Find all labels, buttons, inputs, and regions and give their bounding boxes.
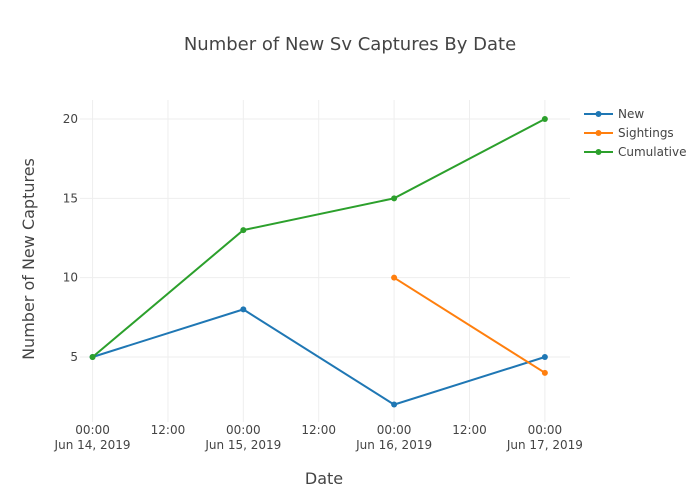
x-tick-date-label: Jun 14, 2019 xyxy=(54,438,131,452)
chart-title: Number of New Sv Captures By Date xyxy=(184,34,516,55)
x-tick-label: 00:00 xyxy=(75,423,110,437)
data-point[interactable] xyxy=(391,401,398,408)
y-tick-label: 20 xyxy=(63,112,78,126)
data-point[interactable] xyxy=(240,227,247,234)
legend-item-new[interactable]: New xyxy=(584,107,644,121)
series-line xyxy=(91,118,546,358)
x-tick-label: 12:00 xyxy=(452,423,487,437)
x-tick-date-label: Jun 16, 2019 xyxy=(355,438,432,452)
series-lines xyxy=(89,116,548,408)
legend-label: Cumulative xyxy=(618,145,687,159)
data-point[interactable] xyxy=(541,116,548,123)
x-tick-label: 00:00 xyxy=(377,423,412,437)
y-tick-label: 10 xyxy=(63,271,78,285)
series-sightings xyxy=(391,274,548,376)
x-tick-label: 00:00 xyxy=(528,423,563,437)
y-axis-ticks: 5 10 15 20 xyxy=(63,112,78,364)
y-tick-label: 15 xyxy=(63,191,78,205)
x-tick-label: 12:00 xyxy=(151,423,186,437)
x-tick-date-label: Jun 15, 2019 xyxy=(204,438,281,452)
series-line xyxy=(393,276,546,374)
legend-label: New xyxy=(618,107,644,121)
legend-label: Sightings xyxy=(618,126,674,140)
x-tick-label: 00:00 xyxy=(226,423,261,437)
legend-marker xyxy=(595,130,602,136)
legend-item-cumulative[interactable]: Cumulative xyxy=(584,145,687,159)
x-tick-date-label: Jun 17, 2019 xyxy=(506,438,583,452)
data-point[interactable] xyxy=(89,353,96,360)
data-point[interactable] xyxy=(391,195,398,202)
x-tick-label: 12:00 xyxy=(301,423,336,437)
series-cumulative xyxy=(89,116,548,360)
legend-marker xyxy=(595,149,602,155)
data-point[interactable] xyxy=(541,353,548,360)
legend-marker xyxy=(595,111,602,117)
data-point[interactable] xyxy=(240,306,247,313)
data-point[interactable] xyxy=(541,369,548,376)
y-axis-title: Number of New Captures xyxy=(19,158,38,360)
x-axis-title: Date xyxy=(305,469,343,488)
legend-item-sightings[interactable]: Sightings xyxy=(584,126,674,140)
grid xyxy=(80,100,570,422)
data-point[interactable] xyxy=(391,274,398,281)
legend[interactable]: New Sightings Cumulative xyxy=(584,107,687,159)
y-tick-label: 5 xyxy=(70,350,78,364)
series-line xyxy=(92,308,546,406)
